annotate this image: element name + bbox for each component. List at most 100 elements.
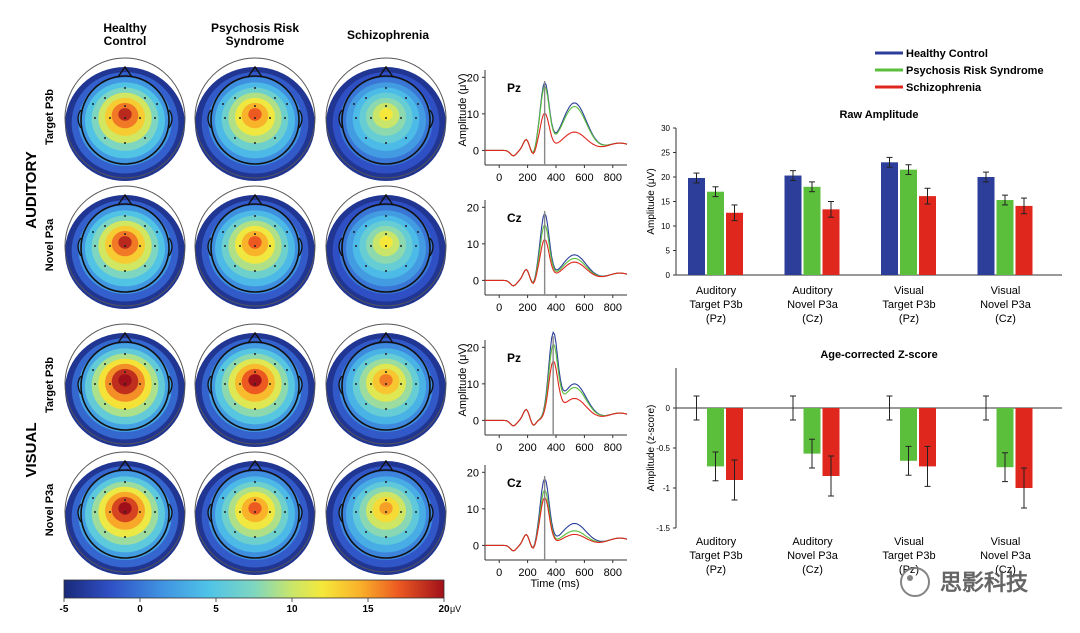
electrode-dot (234, 137, 236, 139)
row-label: Novel P3a (44, 218, 56, 271)
topomap-contour (379, 374, 393, 387)
electrode-dot (355, 383, 357, 385)
electrode-dot (385, 117, 387, 119)
ear-left-icon (338, 503, 343, 523)
electrode-dot (417, 497, 419, 499)
row-label: Target P3b (44, 89, 56, 145)
electrode-dot (365, 225, 367, 227)
topomap (194, 185, 316, 309)
electrode-dot (385, 383, 387, 385)
bar (919, 196, 936, 275)
head-outline (341, 203, 431, 293)
electrode-dot (286, 103, 288, 105)
electrode-dot (104, 265, 106, 267)
erp-ylabel-bottom: Amplitude (μV) (457, 344, 469, 417)
electrode-dot (254, 371, 256, 373)
erp-xtick-label: 200 (518, 302, 536, 314)
head-outline (210, 75, 300, 165)
topomap-outline (64, 323, 186, 445)
electrode-dot (415, 383, 417, 385)
electrode-dot (124, 233, 126, 235)
electrode-dot (274, 403, 276, 405)
topomap-contour (248, 374, 262, 387)
bar-chart: Age-corrected Z-score Amplitude (z-score)… (646, 349, 1062, 576)
topomap (325, 185, 447, 309)
electrode-dot (139, 117, 141, 119)
modality-label-auditory: AUDITORY (23, 151, 40, 229)
electrode-dot (124, 481, 126, 483)
electrode-dot (254, 117, 256, 119)
bar-chart-title: Raw Amplitude (839, 109, 918, 121)
electrode-dot (254, 233, 256, 235)
erp-waveform (485, 223, 628, 287)
nose-icon (378, 65, 394, 78)
electrode-dot (156, 103, 158, 105)
electrode-dot (269, 383, 271, 385)
head-outline (341, 469, 431, 559)
electrode-dot (365, 137, 367, 139)
ear-right-icon (168, 503, 173, 523)
ear-right-icon (298, 237, 303, 257)
erp-ytick-label: 0 (473, 275, 479, 287)
electrode-dot (274, 97, 276, 99)
bar-category-label: Visual Novel P3a (Cz) (980, 536, 1032, 576)
erp-waveform (485, 85, 628, 157)
colorbar-tick-label: 15 (362, 604, 374, 615)
electrode-dot (109, 383, 111, 385)
electrode-dot (124, 353, 126, 355)
legend-label: Healthy Control (906, 48, 988, 60)
electrode-dot (144, 137, 146, 139)
electrode-dot (365, 491, 367, 493)
ear-left-icon (77, 503, 82, 523)
nose-icon (117, 65, 133, 78)
electrode-dot (370, 511, 372, 513)
electrode-dot (365, 403, 367, 405)
electrode-dot (274, 137, 276, 139)
ear-left-icon (207, 109, 212, 129)
colorbar-tick-label: 5 (213, 604, 219, 615)
electrode-dot (417, 103, 419, 105)
electrode-dot (355, 511, 357, 513)
row-label: Target P3b (44, 357, 56, 413)
electrode-dot (284, 383, 286, 385)
erp-electrode-label: Cz (507, 211, 522, 225)
erp-ylabel-top: Amplitude (μV) (457, 74, 469, 147)
electrode-dot (156, 369, 158, 371)
bar (881, 162, 898, 275)
topomap-outline (194, 323, 316, 445)
erp-xtick-label: 800 (604, 172, 622, 184)
erp-ytick-label: 0 (473, 415, 479, 427)
bar-category-label: Visual Novel P3a (Cz) (980, 285, 1032, 325)
erp-electrode-label: Pz (507, 351, 521, 365)
bar (977, 177, 995, 275)
bar (1015, 205, 1033, 275)
bar (784, 175, 802, 275)
erp-ytick-label: 0 (473, 145, 479, 157)
erp-xtick-label: 800 (604, 302, 622, 314)
head-outline (80, 75, 170, 165)
modality-label-visual: VISUAL (23, 422, 40, 477)
topomap-contour (118, 236, 132, 249)
electrode-dot (144, 225, 146, 227)
ear-right-icon (298, 375, 303, 395)
electrode-dot (254, 353, 256, 355)
electrode-dot (234, 265, 236, 267)
electrode-dot (254, 481, 256, 483)
bar-ytick-label: 20 (661, 173, 670, 182)
ear-right-icon (168, 237, 173, 257)
colorbar-unit: μV (450, 604, 461, 614)
bar-ytick-label: -1.5 (656, 524, 670, 533)
erp-ytick-label: 10 (467, 379, 479, 391)
erp-waveform (485, 496, 628, 552)
head-outline (341, 341, 431, 431)
electrode-dot (400, 383, 402, 385)
bar (996, 200, 1014, 275)
topomap-outline (64, 451, 186, 573)
electrode-dot (144, 363, 146, 365)
ear-left-icon (77, 237, 82, 257)
electrode-dot (234, 403, 236, 405)
bar-ytick-label: 0 (666, 404, 671, 413)
electrode-dot (124, 371, 126, 373)
